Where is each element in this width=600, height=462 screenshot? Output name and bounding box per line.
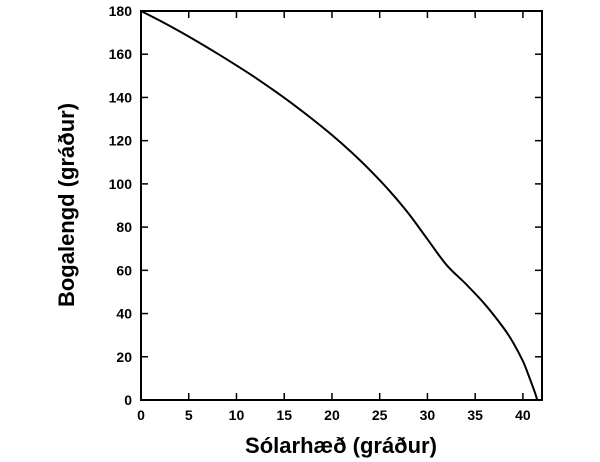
x-tick-label-35: 35 — [467, 407, 483, 423]
x-tick-label-10: 10 — [229, 407, 245, 423]
x-axis-label: Sólarhæð (gráður) — [245, 433, 437, 458]
y-tick-label-80: 80 — [116, 219, 132, 235]
y-axis-label: Bogalengd (gráður) — [54, 103, 79, 307]
y-tick-label-160: 160 — [109, 46, 133, 62]
x-tick-label-20: 20 — [324, 407, 340, 423]
y-axis-ticks: 0 20 40 60 80 100 120 140 160 180 — [109, 3, 542, 408]
y-tick-label-20: 20 — [116, 349, 132, 365]
y-tick-label-100: 100 — [109, 176, 133, 192]
x-tick-label-30: 30 — [420, 407, 436, 423]
plot-frame — [140, 10, 543, 401]
x-tick-label-0: 0 — [137, 407, 145, 423]
series-line — [140, 10, 539, 401]
y-tick-label-60: 60 — [116, 262, 132, 278]
x-tick-label-25: 25 — [372, 407, 388, 423]
x-axis-ticks: 0 5 10 15 20 25 30 35 40 — [137, 11, 531, 423]
x-tick-label-15: 15 — [276, 407, 292, 423]
y-tick-label-40: 40 — [116, 306, 132, 322]
y-tick-label-140: 140 — [109, 89, 133, 105]
x-tick-label-40: 40 — [515, 407, 531, 423]
x-tick-label-5: 5 — [185, 407, 193, 423]
y-tick-label-120: 120 — [109, 133, 133, 149]
y-tick-label-0: 0 — [124, 392, 132, 408]
y-tick-label-180: 180 — [109, 3, 133, 19]
